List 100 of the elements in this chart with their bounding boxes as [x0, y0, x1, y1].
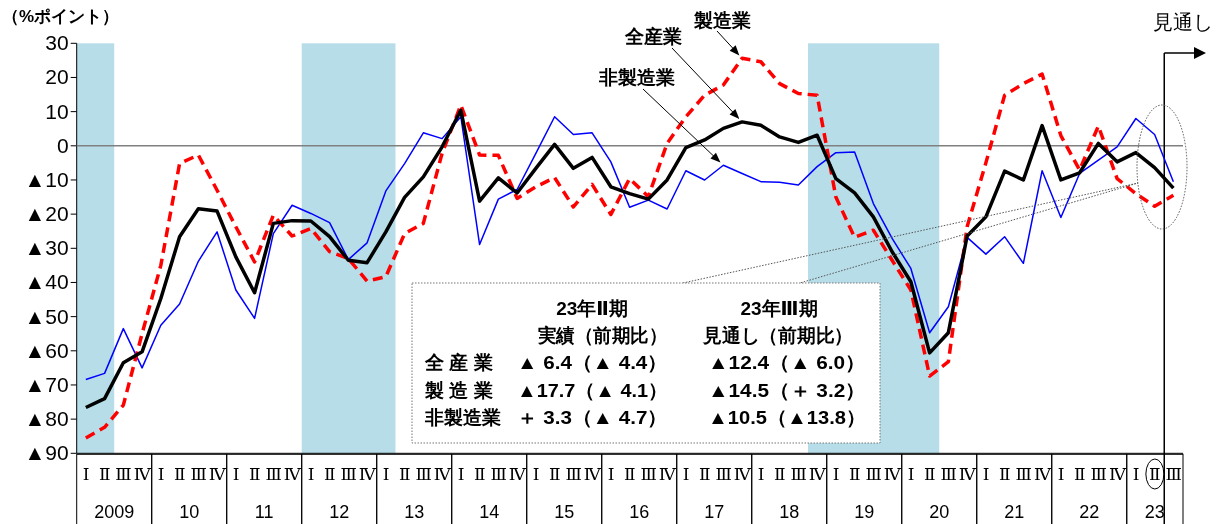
- text: Ⅲ: [415, 464, 432, 484]
- ref-line-label: 見通し: [1153, 11, 1213, 33]
- annotation: ▲10.5（▲13.8）: [708, 407, 866, 428]
- text: Ⅳ: [1033, 464, 1052, 484]
- text: Ⅳ: [283, 464, 302, 484]
- y-tick-label: ▲10: [24, 167, 69, 191]
- x-tick-label: 12: [329, 502, 350, 522]
- text: Ⅳ: [583, 464, 602, 484]
- text: Ⅲ: [790, 464, 807, 484]
- text: Ⅱ: [474, 464, 486, 484]
- text: Ⅱ: [249, 464, 261, 484]
- text: Ⅰ: [1132, 464, 1140, 484]
- x-tick-label: 19: [854, 502, 875, 522]
- text: Ⅳ: [658, 464, 677, 484]
- text: Ⅰ: [307, 464, 315, 484]
- text: Ⅳ: [358, 464, 377, 484]
- text: Ⅳ: [208, 464, 227, 484]
- text: Ⅰ: [232, 464, 240, 484]
- x-tick-label: 17: [704, 502, 725, 522]
- text: Ⅳ: [808, 464, 827, 484]
- text: Ⅳ: [883, 464, 902, 484]
- y-tick-label: ▲70: [24, 372, 69, 396]
- y-tick-label: ▲40: [24, 270, 69, 294]
- y-tick-label: 10: [45, 99, 69, 123]
- line-series: [84, 56, 1176, 440]
- text: Ⅲ: [940, 464, 957, 484]
- y-axis-title: （%ポイント）: [2, 7, 120, 26]
- text: Ⅰ: [832, 464, 840, 484]
- series-label: 製造業: [692, 10, 751, 31]
- annotation: 見通し（前期比）: [702, 325, 855, 346]
- y-tick-label: ▲60: [24, 338, 69, 362]
- text: Ⅲ: [115, 464, 132, 484]
- x-tick-label: 22: [1079, 502, 1100, 522]
- y-tick-label: ▲80: [24, 407, 69, 431]
- text: Ⅲ: [640, 464, 657, 484]
- text: Ⅳ: [508, 464, 527, 484]
- annotation: 実績（前期比）: [537, 325, 671, 346]
- text: Ⅲ: [565, 464, 582, 484]
- text: Ⅱ: [774, 464, 786, 484]
- text: Ⅲ: [1090, 464, 1107, 484]
- text: Ⅱ: [99, 464, 111, 484]
- y-tick-label: 20: [45, 65, 69, 89]
- text: Ⅲ: [340, 464, 357, 484]
- text: Ⅲ: [265, 464, 282, 484]
- y-tick-label: ▲30: [24, 236, 69, 260]
- x-tick-label: 18: [779, 502, 800, 522]
- text: Ⅲ: [1165, 464, 1182, 484]
- annotation: 全 産 業: [424, 352, 493, 373]
- annotation: 製 造 業: [424, 379, 493, 401]
- text: Ⅱ: [399, 464, 411, 484]
- text: Ⅱ: [624, 464, 636, 484]
- annotation: ▲17.7（▲ 4.1）: [517, 379, 668, 401]
- text: Ⅲ: [490, 464, 507, 484]
- text: Ⅲ: [1015, 464, 1032, 484]
- x-tick-label: 2009: [94, 502, 135, 522]
- text: Ⅰ: [382, 464, 390, 484]
- annotation: ＋ 3.3（▲ 4.7）: [517, 407, 668, 428]
- text: Ⅱ: [924, 464, 936, 484]
- y-tick-label: 30: [45, 31, 69, 55]
- y-tick-label: ▲20: [24, 202, 69, 226]
- annotation: 23年Ⅲ期: [740, 298, 818, 319]
- text: Ⅰ: [1057, 464, 1065, 484]
- text: Ⅱ: [549, 464, 561, 484]
- annotation: 23年Ⅱ期: [556, 298, 628, 319]
- x-tick-label: 21: [1004, 502, 1025, 522]
- x-tick-label: 23: [1144, 502, 1165, 522]
- text: Ⅰ: [682, 464, 690, 484]
- x-tick-label: 16: [629, 502, 650, 522]
- text: Ⅰ: [982, 464, 990, 484]
- text: 非製造業: [598, 67, 675, 88]
- legend-label: 全産業: [623, 26, 682, 47]
- annotation: ▲ 6.4（▲ 4.4）: [517, 352, 668, 373]
- text: Ⅲ: [190, 464, 207, 484]
- text: Ⅰ: [907, 464, 915, 484]
- text: Ⅱ: [174, 464, 186, 484]
- text: Ⅰ: [532, 464, 540, 484]
- text: Ⅳ: [1108, 464, 1127, 484]
- x-tick-label: 11: [254, 502, 274, 522]
- text: Ⅰ: [82, 464, 90, 484]
- text: Ⅱ: [1149, 464, 1161, 484]
- text: Ⅱ: [699, 464, 711, 484]
- text: Ⅲ: [715, 464, 732, 484]
- text: Ⅳ: [958, 464, 977, 484]
- text: Ⅱ: [999, 464, 1011, 484]
- text: Ⅰ: [157, 464, 165, 484]
- annotation: 非製造業: [424, 407, 501, 428]
- y-tick-label: ▲50: [24, 304, 69, 328]
- x-tick-label: 13: [404, 502, 425, 522]
- text: Ⅳ: [133, 464, 152, 484]
- text: Ⅳ: [433, 464, 452, 484]
- text: Ⅰ: [757, 464, 765, 484]
- x-tick-label: 14: [479, 502, 500, 522]
- x-tick-label: 15: [554, 502, 575, 522]
- annotation: ▲12.4（▲ 6.0）: [708, 352, 866, 373]
- x-tick-label: 10: [179, 502, 200, 522]
- text: Ⅰ: [457, 464, 465, 484]
- text: Ⅱ: [849, 464, 861, 484]
- text: Ⅰ: [607, 464, 615, 484]
- y-tick-label: ▲90: [24, 441, 69, 465]
- text: Ⅳ: [733, 464, 752, 484]
